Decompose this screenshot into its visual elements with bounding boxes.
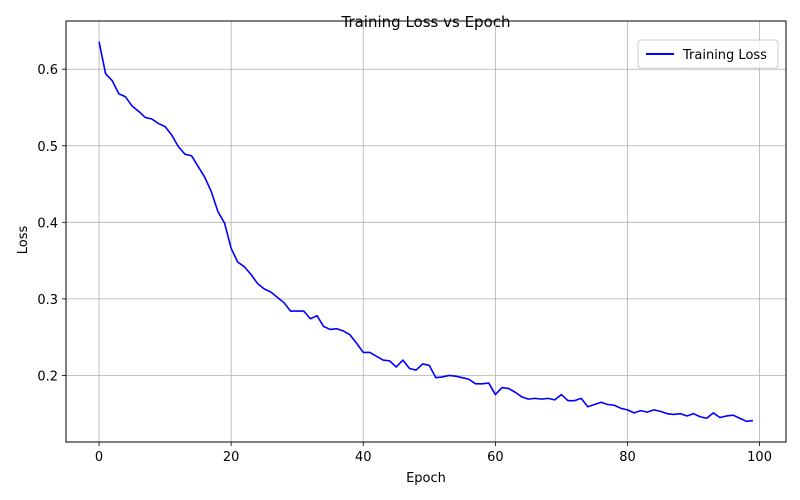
chart-title: Training Loss vs Epoch <box>340 13 510 31</box>
axis-ticks: 0 20 40 60 80 100 0.2 0.3 0.4 0.5 0.6 <box>37 63 772 465</box>
y-tick-label: 0.4 <box>37 216 58 231</box>
plot-frame <box>65 20 787 443</box>
y-tick-label: 0.6 <box>37 63 58 78</box>
series-line-training-loss <box>98 41 754 423</box>
y-tick-label: 0.3 <box>37 293 58 308</box>
x-tick-label: 80 <box>619 450 636 465</box>
grid-lines <box>66 21 786 442</box>
legend-label-training-loss: Training Loss <box>682 48 767 63</box>
x-tick-label: 40 <box>355 450 372 465</box>
x-tick-label: 0 <box>95 450 103 465</box>
y-axis-label: Loss <box>16 226 31 255</box>
x-tick-label: 20 <box>223 450 240 465</box>
y-tick-label: 0.5 <box>37 140 58 155</box>
legend-box <box>637 39 779 69</box>
legend: Training Loss <box>637 39 779 69</box>
x-axis-label: Epoch <box>406 471 446 486</box>
series-lines <box>98 41 754 423</box>
x-tick-label: 60 <box>487 450 504 465</box>
x-tick-label: 100 <box>747 450 772 465</box>
y-tick-label: 0.2 <box>37 369 58 384</box>
